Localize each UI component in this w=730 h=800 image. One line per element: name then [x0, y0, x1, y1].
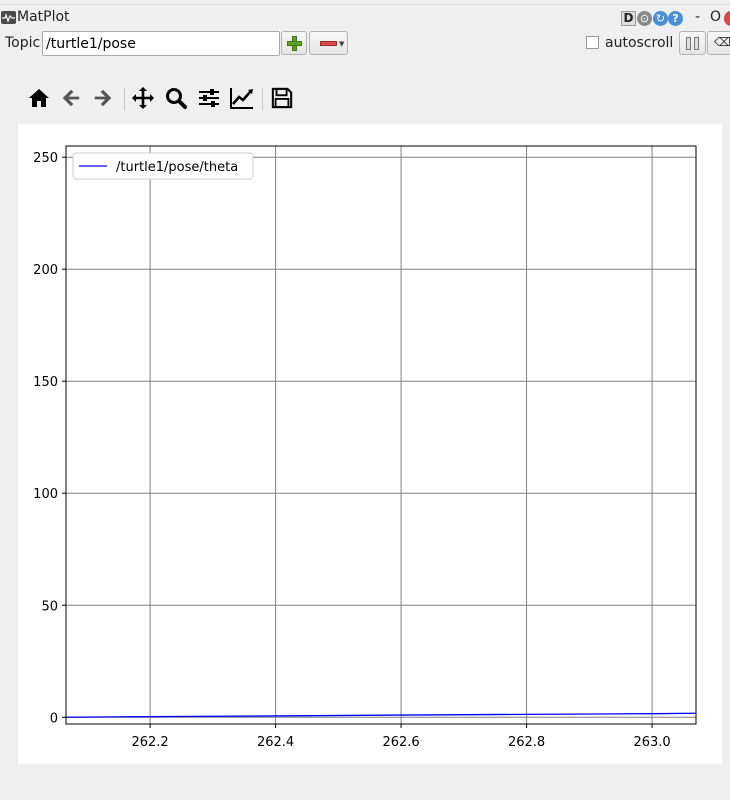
options-icon[interactable]: ⊙ [637, 11, 652, 26]
chart: 262.2 262.4 262.6 262.8 263.0 0 50 100 150 200 250… [33, 145, 697, 750]
x-tick-label: 263.0 [633, 735, 670, 750]
y-tick-label: 150 [33, 375, 58, 390]
x-tick-label: 262.2 [131, 735, 168, 750]
remove-topic-button[interactable]: ▼ [309, 31, 348, 55]
plus-icon-bar [287, 41, 302, 46]
matplot-app-icon [1, 11, 16, 24]
save-icon[interactable] [268, 84, 296, 112]
help-icon[interactable]: ? [668, 11, 683, 26]
y-tick-label: 200 [33, 263, 58, 278]
y-tick-label: 250 [33, 151, 58, 166]
topic-label: Topic [5, 35, 41, 51]
maximize-button[interactable]: O [710, 9, 722, 25]
pause-icon [686, 37, 691, 50]
title-bar-divider [0, 4, 730, 5]
axes-frame [65, 145, 697, 725]
y-tick-label: 100 [33, 487, 58, 502]
zoom-icon[interactable] [162, 84, 190, 112]
pause-button[interactable] [679, 31, 706, 55]
window-title: MatPlot [17, 9, 70, 25]
x-tick-label: 262.8 [508, 735, 545, 750]
close-button[interactable] [724, 11, 730, 26]
pan-icon[interactable] [129, 84, 157, 112]
ticks: 262.2 262.4 262.6 262.8 263.0 0 50 100 150 200 250 [33, 151, 671, 750]
plot-canvas[interactable]: 262.2 262.4 262.6 262.8 263.0 0 50 100 150 200 250… [18, 124, 722, 764]
x-tick-label: 262.6 [382, 735, 419, 750]
add-topic-button[interactable] [281, 31, 307, 55]
clear-button[interactable]: ⌫ [707, 31, 730, 55]
clear-icon: ⌫ [714, 35, 730, 49]
minus-icon [320, 41, 337, 46]
legend-box [72, 152, 254, 180]
reload-icon[interactable]: ↻ [653, 11, 668, 26]
home-icon[interactable] [25, 84, 53, 112]
edit-axis-icon[interactable] [228, 84, 256, 112]
configure-subplots-icon[interactable] [195, 84, 223, 112]
series-layer [65, 712, 697, 718]
title-bar: MatPlot D ⊙ ↻ ? - O [0, 0, 730, 30]
forward-arrow-icon[interactable] [89, 84, 117, 112]
plot-toolbar [25, 84, 305, 114]
y-tick-label: 50 [41, 599, 58, 614]
toolbar-separator [262, 88, 263, 110]
autoscroll-label: autoscroll [605, 35, 674, 51]
autoscroll-checkbox[interactable] [586, 36, 599, 49]
pause-icon-bar [694, 37, 699, 50]
topic-input[interactable] [42, 31, 280, 56]
legend-entry-label: /turtle1/pose/theta [116, 160, 238, 175]
toolbar-separator [124, 88, 125, 110]
back-arrow-icon[interactable] [57, 84, 85, 112]
legend: /turtle1/pose/theta [72, 152, 254, 180]
grid [66, 146, 696, 724]
dock-toggle-button[interactable]: D [621, 11, 636, 26]
dropdown-caret-icon: ▼ [339, 40, 345, 48]
y-tick-label: 0 [50, 711, 58, 726]
x-tick-label: 262.4 [257, 735, 294, 750]
minimize-button[interactable]: - [695, 9, 701, 25]
series-line [65, 712, 697, 718]
